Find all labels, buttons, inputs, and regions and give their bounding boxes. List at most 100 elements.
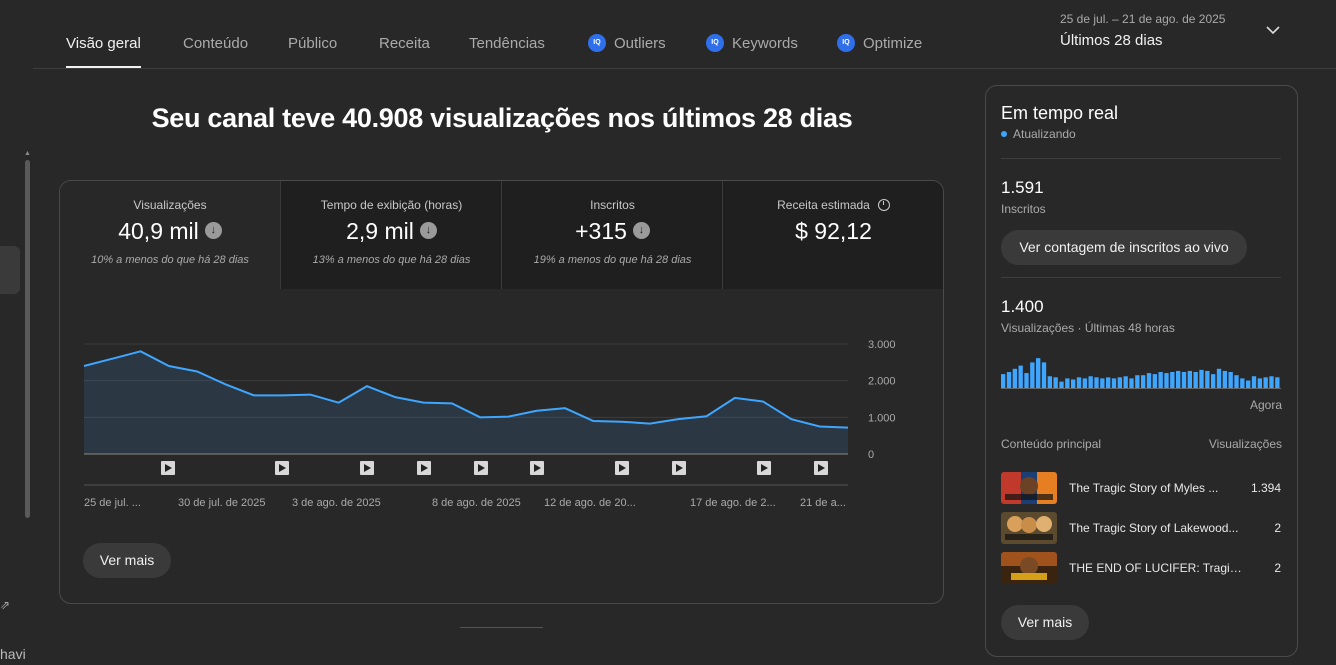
data-point[interactable] [672,413,684,425]
realtime-bar[interactable] [1158,372,1163,388]
realtime-bar[interactable] [1117,377,1122,388]
data-point[interactable] [389,391,401,403]
data-point[interactable] [135,345,147,357]
metric-subscribers[interactable]: Inscritos +315 ↓ 19% a menos do que há 28… [501,181,723,289]
realtime-bar[interactable] [1065,378,1070,388]
tab-content[interactable]: Conteúdo [183,35,249,52]
see-more-button[interactable]: Ver mais [83,543,171,578]
data-point[interactable] [814,421,826,433]
realtime-bar[interactable] [1036,358,1041,388]
tab-keywords[interactable]: IQ Keywords [706,34,798,53]
chevron-down-icon[interactable] [1266,25,1280,35]
realtime-bar[interactable] [1135,375,1140,388]
data-point[interactable] [163,360,175,372]
realtime-bar[interactable] [1001,374,1006,388]
data-point[interactable] [559,402,571,414]
realtime-bar[interactable] [1228,372,1233,388]
realtime-bar[interactable] [1187,370,1192,388]
data-point[interactable] [587,415,599,427]
top-content-item[interactable]: THE END OF LUCIFER: Tragic ... 2 [1001,552,1281,584]
realtime-bar[interactable] [1047,376,1052,388]
metric-revenue[interactable]: Receita estimada $ 92,12 [722,181,943,289]
top-content-item[interactable]: The Tragic Story of Lakewood... 2 [1001,512,1281,544]
tab-optimize[interactable]: IQ Optimize [837,34,922,53]
data-point[interactable] [446,397,458,409]
realtime-bar[interactable] [1170,372,1175,388]
realtime-bar[interactable] [1246,380,1251,388]
data-point[interactable] [729,392,741,404]
realtime-bar[interactable] [1263,377,1268,388]
realtime-bar[interactable] [1059,381,1064,388]
realtime-bar[interactable] [1006,372,1012,388]
data-point[interactable] [333,397,345,409]
tab-audience[interactable]: Público [288,35,338,52]
realtime-bar[interactable] [1240,378,1245,388]
realtime-bar[interactable] [1146,373,1152,388]
realtime-bar[interactable] [1152,374,1157,388]
realtime-bar[interactable] [1257,378,1262,388]
realtime-bar[interactable] [1251,376,1257,388]
data-point[interactable] [785,413,797,425]
realtime-bar[interactable] [1211,374,1216,388]
realtime-bar[interactable] [1234,375,1239,388]
data-point[interactable] [248,389,260,401]
realtime-bar[interactable] [1269,376,1274,388]
realtime-bar[interactable] [1100,378,1105,388]
realtime-bar[interactable] [1071,379,1076,388]
realtime-bar[interactable] [1094,377,1099,388]
tab-revenue[interactable]: Receita [379,35,430,52]
data-point[interactable] [276,389,288,401]
realtime-bar[interactable] [1205,370,1210,388]
realtime-see-more-button[interactable]: Ver mais [1001,605,1089,640]
sidebar-active-item[interactable] [0,246,20,294]
tab-overview[interactable]: Visão geral [66,35,141,68]
data-point[interactable] [418,397,430,409]
tab-outliers[interactable]: IQ Outliers [588,34,666,53]
realtime-bar[interactable] [1193,372,1198,388]
realtime-bar[interactable] [1141,375,1146,388]
data-point[interactable] [842,422,854,434]
live-subscriber-count-button[interactable]: Ver contagem de inscritos ao vivo [1001,230,1247,265]
data-point[interactable] [106,353,118,365]
data-point[interactable] [644,418,656,430]
realtime-bar[interactable] [1076,377,1082,388]
realtime-bar[interactable] [1082,378,1087,388]
top-content-item[interactable]: The Tragic Story of Myles ... 1.394 [1001,472,1281,504]
external-link-icon[interactable]: ⇗ [0,598,11,612]
realtime-bar[interactable] [1030,362,1035,388]
data-point[interactable] [361,380,373,392]
realtime-bar[interactable] [1123,376,1128,388]
realtime-bar[interactable] [1176,370,1181,388]
data-point[interactable] [701,410,713,422]
metric-watch-time[interactable]: Tempo de exibição (horas) 2,9 mil ↓ 13% a… [280,181,502,289]
realtime-bar[interactable] [1199,369,1204,388]
realtime-bar[interactable] [1106,377,1111,388]
realtime-bar[interactable] [1041,362,1047,388]
data-point[interactable] [531,405,543,417]
realtime-bar[interactable] [1088,376,1093,388]
data-point[interactable] [191,366,203,378]
date-range-picker[interactable]: 25 de jul. – 21 de ago. de 2025 Últimos … [1060,12,1225,49]
realtime-bar[interactable] [1024,373,1029,388]
realtime-bar[interactable] [1181,372,1187,388]
sidebar-scrollbar[interactable] [25,160,30,518]
data-point[interactable] [219,378,231,390]
data-point[interactable] [616,416,628,428]
realtime-bar[interactable] [1222,370,1227,388]
data-point[interactable] [304,389,316,401]
realtime-bar[interactable] [1012,368,1017,388]
data-point[interactable] [78,360,90,372]
realtime-bar[interactable] [1111,378,1117,388]
realtime-bar[interactable] [1129,378,1134,388]
realtime-bar[interactable] [1275,377,1280,388]
realtime-bar[interactable] [1018,365,1023,388]
data-point[interactable] [757,396,769,408]
data-point[interactable] [502,411,514,423]
realtime-bar[interactable] [1164,373,1169,388]
realtime-bar[interactable] [1053,377,1058,388]
data-point[interactable] [474,411,486,423]
sidebar-scroll-up-icon[interactable]: ▲ [24,150,31,157]
tab-trends[interactable]: Tendências [469,35,545,52]
metric-views[interactable]: Visualizações 40,9 mil ↓ 10% a menos do q… [60,181,280,289]
realtime-bar[interactable] [1216,368,1222,388]
